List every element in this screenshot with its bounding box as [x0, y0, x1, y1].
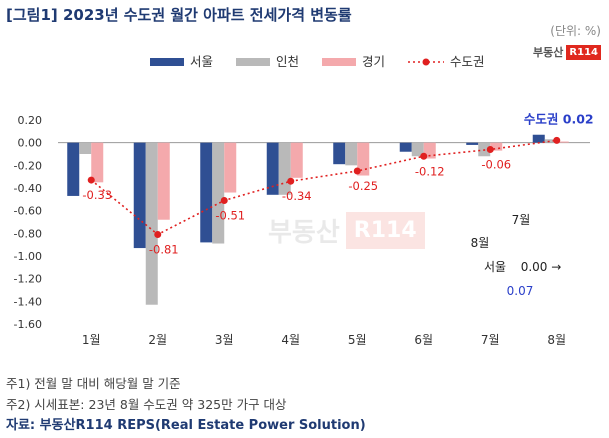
data-label-5월: -0.25	[348, 179, 378, 193]
point-수도권-7월	[486, 145, 494, 153]
bar-서울-5월	[333, 142, 346, 165]
y-tick-label: -1.40	[14, 295, 42, 308]
data-label-1월: -0.33	[82, 188, 112, 202]
bar-인천-4월	[278, 142, 291, 195]
annotation-1: 8월	[471, 236, 490, 250]
y-tick-label: 0.00	[18, 137, 43, 150]
bar-경기-3월	[224, 142, 237, 193]
bar-경기-1월	[91, 142, 104, 183]
bar-경기-7월	[490, 142, 503, 151]
chart-title: [그림1] 2023년 수도권 월간 아파트 전세가격 변동률	[6, 6, 352, 24]
bar-서울-1월	[67, 142, 80, 196]
bar-인천-2월	[145, 142, 158, 305]
x-tick-label: 1월	[82, 333, 101, 347]
bar-서울-6월	[399, 142, 412, 152]
bar-서울-8월	[532, 134, 545, 143]
annotation-3: 0.00 →	[521, 260, 562, 274]
bar-서울-4월	[266, 142, 279, 195]
footnote-2: 주2) 시세표본: 23년 8월 수도권 약 325만 가구 대상	[6, 397, 287, 412]
point-수도권-2월	[154, 230, 162, 238]
source-note: 자료: 부동산R114 REPS(Real Estate Power Solut…	[6, 418, 366, 433]
data-label-2월: -0.81	[149, 242, 179, 256]
data-label-3월: -0.51	[215, 208, 245, 222]
legend-swatch-서울	[150, 58, 184, 66]
chart-canvas: 0.20 0.00 -0.20 -0.40 -0.60 -0.80 -1.00 -1.20 -1…	[14, 54, 594, 347]
y-tick-label: -0.40	[14, 182, 42, 195]
x-tick-label: 5월	[348, 333, 367, 347]
y-tick-label: -1.00	[14, 250, 42, 263]
watermark-mark: R114	[345, 212, 425, 249]
unit-label: (단위: %)	[550, 24, 601, 38]
bar-경기-4월	[290, 142, 303, 178]
logo-mark: R114	[566, 44, 601, 60]
point-수도권-1월	[87, 176, 95, 184]
y-tick-label: -0.80	[14, 227, 42, 240]
bar-인천-3월	[212, 142, 225, 244]
bar-인천-5월	[345, 142, 358, 166]
logo-text: 부동산	[533, 46, 564, 59]
x-tick-label: 4월	[281, 333, 300, 347]
annotation-0: 7월	[512, 213, 531, 227]
annotation-4: 0.07	[507, 284, 534, 298]
highlight-label: 수도권 0.02	[524, 111, 594, 126]
bar-인천-6월	[411, 142, 424, 157]
legend-marker-수도권	[422, 58, 430, 66]
bar-인천-8월	[544, 139, 557, 143]
point-수도권-3월	[220, 196, 228, 204]
point-수도권-8월	[553, 136, 561, 144]
bar-경기-2월	[157, 142, 170, 220]
bar-인천-1월	[79, 142, 92, 154]
y-tick-label: -1.60	[14, 318, 42, 331]
brand-logo: 부동산 R114	[533, 44, 601, 60]
y-tick-label: 0.20	[18, 114, 43, 127]
bar-서울-3월	[200, 142, 213, 243]
watermark: 부동산 R114	[268, 212, 425, 249]
x-tick-label: 3월	[215, 333, 234, 347]
footnote-1: 주1) 전월 말 대비 해당월 말 기준	[6, 376, 181, 391]
point-수도권-5월	[353, 167, 361, 175]
legend-label-인천: 인천	[276, 54, 299, 69]
line-수도권	[90, 139, 557, 236]
legend-label-경기: 경기	[362, 54, 385, 69]
highlight-value: 0.02	[563, 111, 594, 126]
data-label-6월: -0.12	[415, 164, 445, 178]
bar-서울-7월	[466, 142, 479, 145]
x-tick-label: 7월	[481, 333, 500, 347]
legend-label-서울: 서울	[190, 54, 213, 69]
x-tick-label: 2월	[148, 333, 167, 347]
x-tick-label: 6월	[414, 333, 433, 347]
bar-경기-5월	[357, 142, 370, 176]
bar-경기-8월	[556, 141, 569, 143]
highlight-series: 수도권	[524, 111, 563, 126]
footnotes: 주1) 전월 말 대비 해당월 말 기준 주2) 시세표본: 23년 8월 수도…	[6, 373, 366, 436]
y-tick-label: -0.20	[14, 159, 42, 172]
x-tick-label: 8월	[547, 333, 566, 347]
data-label-4월: -0.34	[282, 189, 312, 203]
legend-label-수도권: 수도권	[450, 54, 485, 69]
bar-서울-2월	[133, 142, 146, 249]
point-수도권-6월	[420, 152, 428, 160]
point-수도권-4월	[287, 177, 295, 185]
legend-swatch-인천	[236, 58, 270, 66]
annotation-2: 서울	[484, 260, 506, 274]
y-tick-label: -1.20	[14, 273, 42, 286]
data-label-7월: -0.06	[481, 157, 511, 171]
y-tick-label: -0.60	[14, 205, 42, 218]
legend-swatch-경기	[322, 58, 356, 66]
watermark-text: 부동산	[268, 218, 340, 248]
